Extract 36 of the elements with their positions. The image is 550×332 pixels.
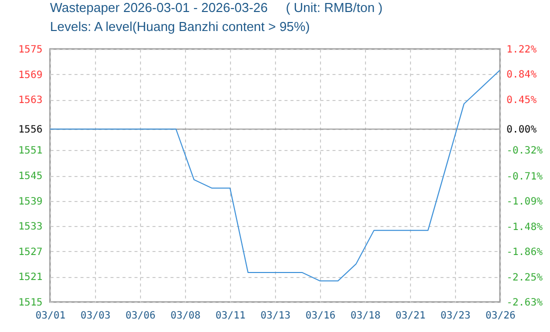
chart-subtitle: Levels: A level(Huang Banzhi content > 95%) <box>50 19 310 34</box>
x-tick-label: 03/21 <box>395 310 426 322</box>
y-tick-label: 1521 <box>18 272 42 284</box>
y2-tick-label: -0.32% <box>506 146 543 157</box>
y-tick-label: 1575 <box>18 44 42 56</box>
y-tick-label: 1545 <box>18 171 42 182</box>
y2-tick-label: 0.45% <box>506 95 537 106</box>
y2-tick-label: 1.22% <box>506 44 537 56</box>
chart-title: Wastepaper 2026-03-01 - 2026-03-26 ( Unit: RMB/ton ) <box>50 0 383 15</box>
y-tick-label: 1556 <box>18 124 42 136</box>
y-tick-label: 1533 <box>18 222 42 233</box>
y2-tick-label: 0.84% <box>506 69 537 80</box>
y2-tick-label: 0.00% <box>506 124 537 136</box>
x-tick-label: 03/01 <box>35 310 66 322</box>
x-tick-label: 03/03 <box>80 310 111 322</box>
y2-tick-label: -1.48% <box>506 222 543 233</box>
x-tick-label: 03/13 <box>260 310 291 322</box>
x-tick-label: 03/26 <box>485 310 516 322</box>
y2-tick-label: -0.71% <box>506 171 543 182</box>
x-tick-label: 03/06 <box>125 310 156 322</box>
y2-tick-label: -2.63% <box>506 298 543 308</box>
y2-tick-label: -1.09% <box>506 196 543 208</box>
x-tick-label: 03/16 <box>305 310 336 322</box>
y2-tick-label: -2.25% <box>506 272 543 284</box>
x-tick-label: 03/18 <box>350 310 381 322</box>
y-tick-label: 1539 <box>18 196 42 208</box>
y2-tick-label: -1.86% <box>506 246 543 258</box>
y-tick-label: 1527 <box>18 246 42 258</box>
x-tick-label: 03/11 <box>215 310 246 322</box>
x-tick-label: 03/23 <box>440 310 471 322</box>
line-series <box>50 70 500 282</box>
y-tick-label: 1515 <box>18 298 42 308</box>
y-tick-label: 1551 <box>18 146 42 157</box>
x-tick-label: 03/08 <box>170 310 201 322</box>
y-tick-label: 1569 <box>18 70 42 81</box>
y-tick-label: 1563 <box>18 95 42 106</box>
